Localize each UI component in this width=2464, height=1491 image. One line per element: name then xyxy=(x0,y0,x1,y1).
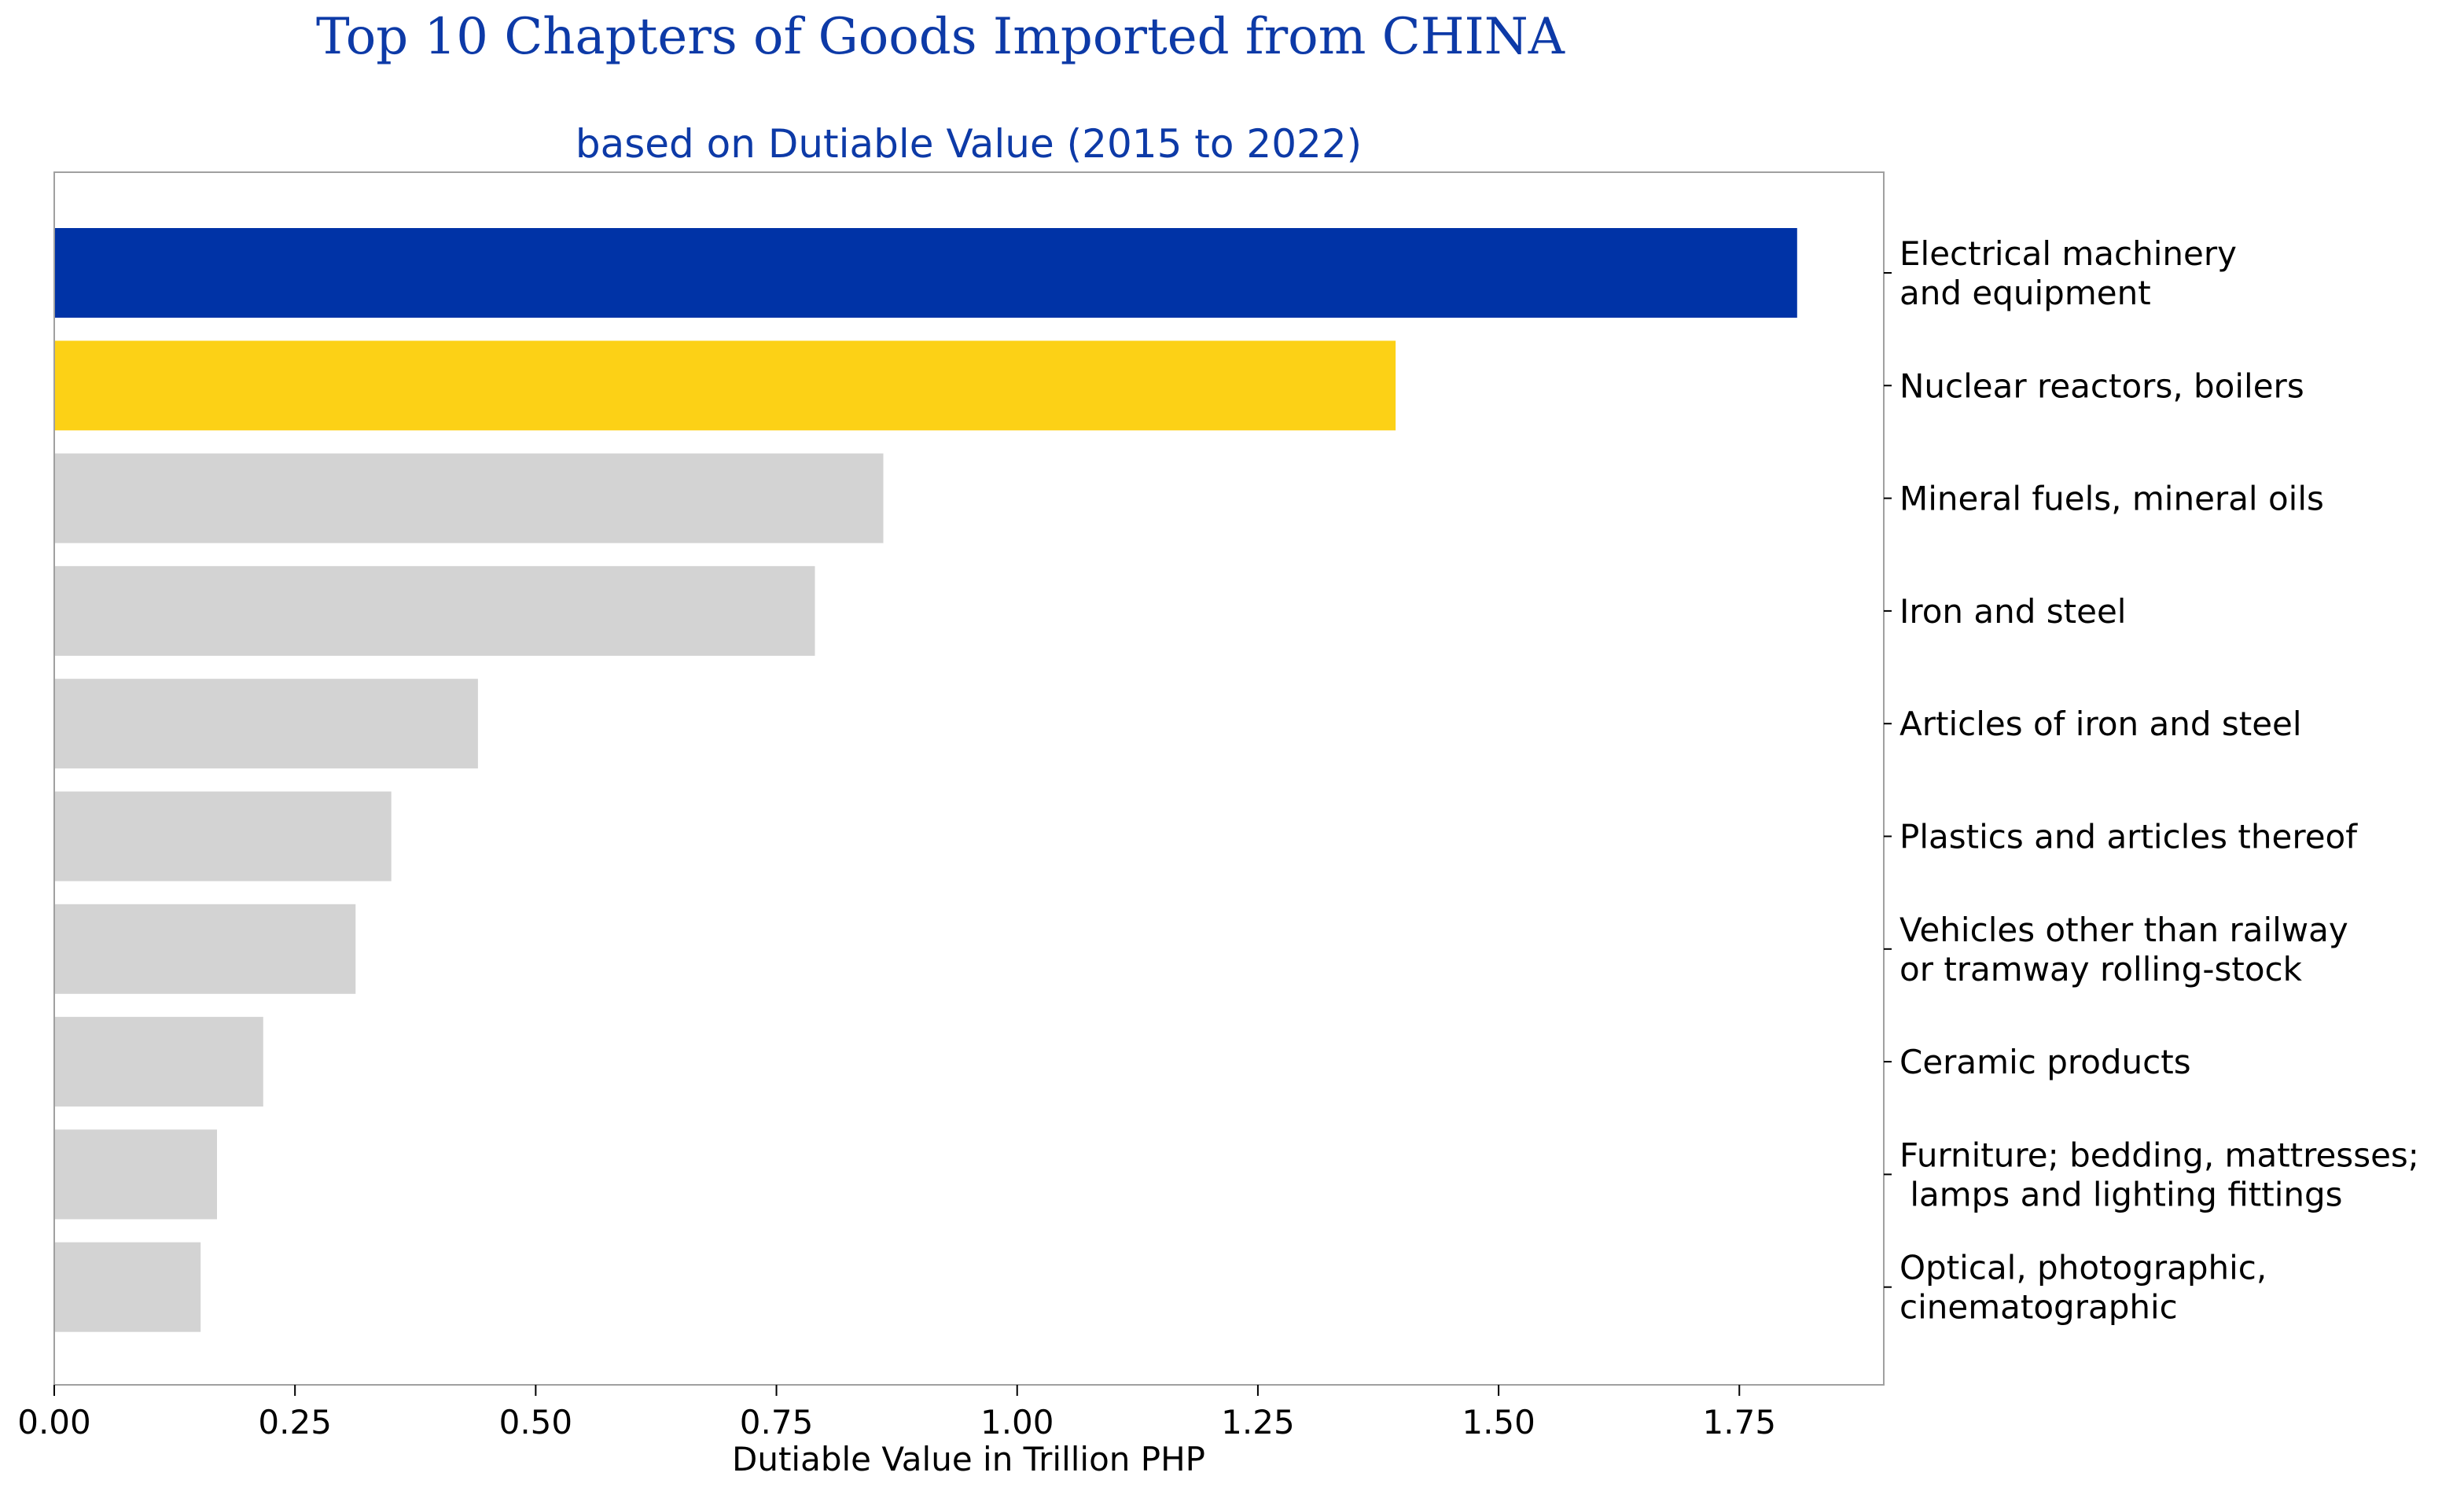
bar xyxy=(54,1017,263,1107)
category-axis: Electrical machinery and equipment Nuclear… xyxy=(1884,234,2419,1327)
category-label: Mineral fuels, mineral oils xyxy=(1899,480,2324,518)
bar xyxy=(54,904,356,994)
x-tick-label: 0.50 xyxy=(499,1403,573,1441)
category-label: Articles of iron and steel xyxy=(1899,705,2302,743)
category-label: Optical, photographic, cinematographic xyxy=(1899,1249,2267,1327)
x-axis-label: Dutiable Value in Trillion PHP xyxy=(732,1440,1205,1478)
chart-subtitle: based on Dutiable Value (2015 to 2022) xyxy=(576,121,1362,167)
bar xyxy=(54,1129,217,1220)
x-tick-label: 1.00 xyxy=(980,1403,1054,1441)
bar xyxy=(54,453,884,543)
bar xyxy=(54,228,1797,318)
x-tick-label: 1.75 xyxy=(1703,1403,1777,1441)
x-tick-label: 1.50 xyxy=(1462,1403,1535,1441)
category-label: Electrical machinery and equipment xyxy=(1899,234,2237,312)
x-tick-label: 0.25 xyxy=(258,1403,332,1441)
category-label: Iron and steel xyxy=(1899,592,2126,631)
category-label: Furniture; bedding, mattresses; lamps an… xyxy=(1899,1136,2419,1213)
plot-frame xyxy=(53,171,1885,1386)
category-label: Ceramic products xyxy=(1899,1043,2191,1081)
chart-title: Top 10 Chapters of Goods Imported from C… xyxy=(316,8,1565,66)
x-axis: 0.00 0.25 0.50 0.75 1.00 1.25 1.50 1.75 xyxy=(17,1385,1776,1441)
category-label: Plastics and articles thereof xyxy=(1899,818,2358,856)
bar xyxy=(54,1242,201,1332)
x-tick-label: 0.75 xyxy=(740,1403,814,1441)
category-label: Vehicles other than railway or tramway ro… xyxy=(1899,911,2348,988)
bar xyxy=(54,791,392,882)
bar xyxy=(54,341,1396,431)
bars-layer xyxy=(54,228,1797,1332)
bar xyxy=(54,679,478,769)
bar xyxy=(54,565,815,656)
category-label: Nuclear reactors, boilers xyxy=(1899,366,2304,405)
x-tick-label: 1.25 xyxy=(1221,1403,1295,1441)
x-tick-label: 0.00 xyxy=(17,1403,91,1441)
